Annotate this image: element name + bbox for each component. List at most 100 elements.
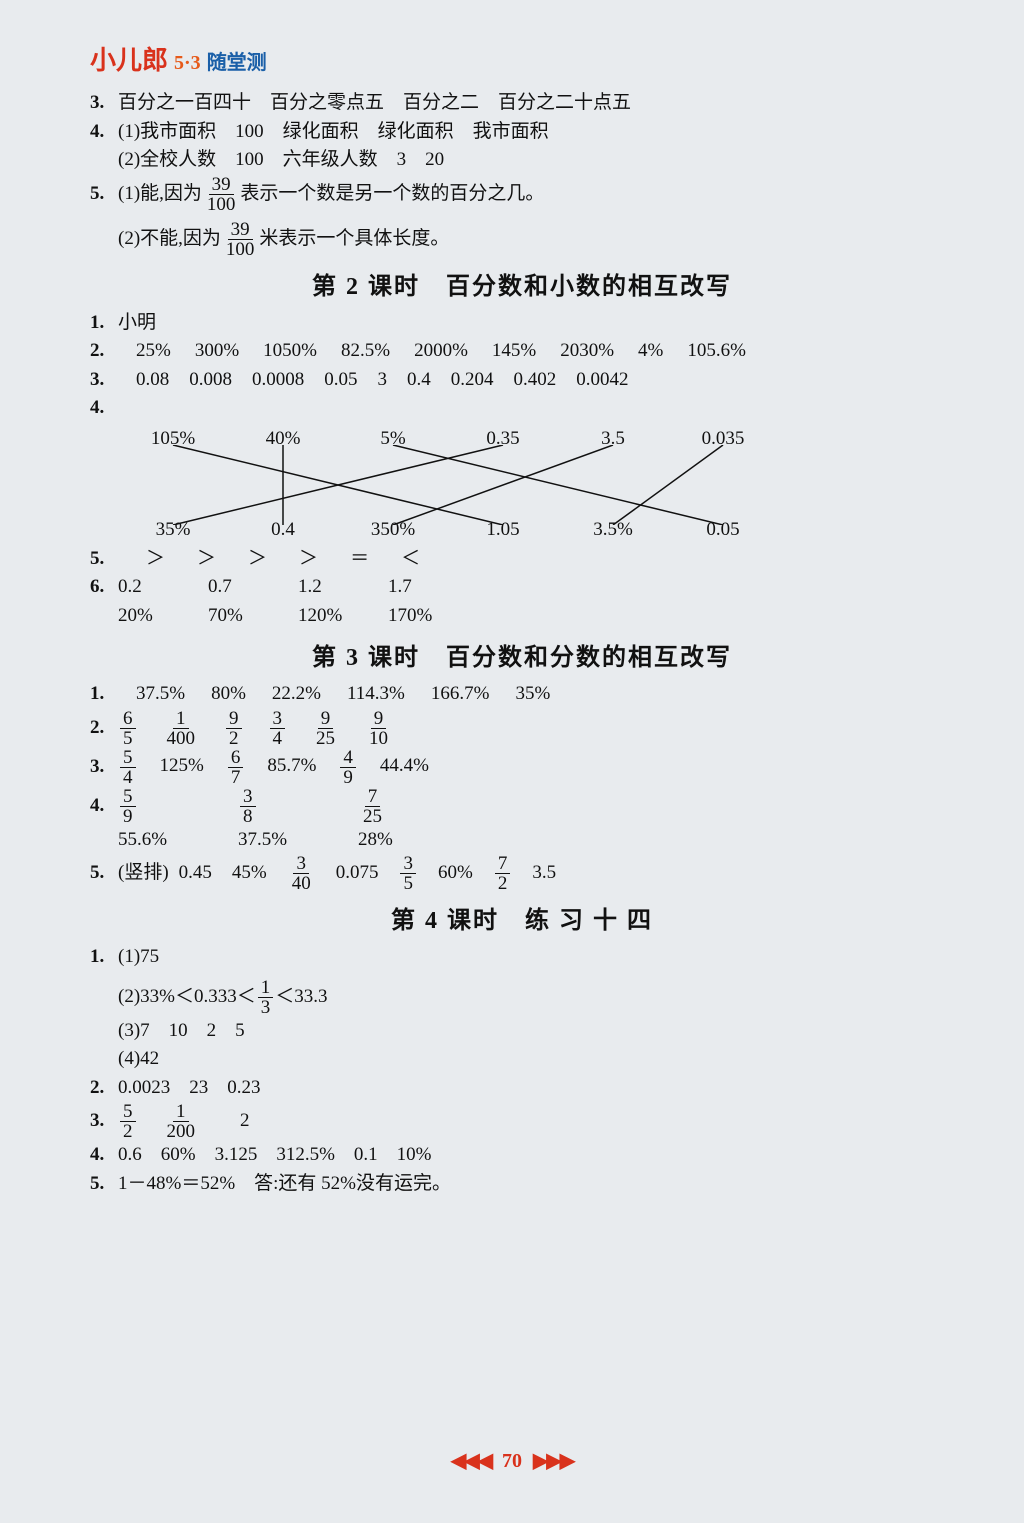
qnum: 2.: [90, 714, 118, 743]
fraction: 1400: [164, 709, 199, 748]
brand-orange: 5·3: [174, 52, 201, 75]
lesson4-title: 第 4 课时 练 习 十 四: [90, 903, 954, 939]
l2-q6-r2-list: 20%70%120%170%: [118, 602, 478, 631]
content: 3. 百分之一百四十 百分之零点五 百分之二 百分之二十点五 4. (1)我市面…: [90, 89, 954, 1198]
l3-q3: 3. 54125%6785.7%4944.4%: [90, 748, 954, 787]
l4-q3: 3. 521200 2: [90, 1102, 954, 1141]
fraction: 1200: [164, 1102, 199, 1141]
footer: ◀◀◀ 70 ▶▶▶: [0, 1448, 1024, 1473]
l2-q3-list: 0.080.0080.00080.0530.40.2040.4020.0042: [136, 366, 649, 395]
qnum: 2.: [90, 337, 118, 366]
q5-1a: (1)能,因为: [118, 180, 202, 209]
l3-q4-r2: 55.6%37.5%28%: [118, 826, 954, 855]
tri-right-icon: ▶▶▶: [533, 1450, 573, 1472]
qnum: 1.: [90, 309, 118, 338]
l2-q6-r2: 20%70%120%170%: [118, 602, 954, 631]
l3-q3-list: 54125%6785.7%4944.4%: [118, 748, 451, 787]
q4-2: (2)全校人数 100 六年级人数 3 20: [118, 146, 444, 175]
qnum: 1.: [90, 680, 118, 709]
fraction: 65: [120, 709, 136, 748]
fraction: 52: [120, 1102, 136, 1141]
qnum: 3.: [90, 89, 118, 118]
tri-left-icon: ◀◀◀: [451, 1450, 491, 1472]
l2-q1: 1. 小明: [90, 309, 954, 338]
l2-q2-list: 25%300%1050%82.5%2000%145%2030%4%105.6%: [136, 337, 770, 366]
frac-39-100: 39 100: [204, 175, 239, 214]
l4-q2: 2. 0.0023 23 0.23: [90, 1074, 954, 1103]
l2-q6-r1: 6. 0.20.71.21.7: [90, 573, 954, 602]
qnum: 5.: [90, 1170, 118, 1199]
qnum: 4.: [90, 1141, 118, 1170]
l3-q1: 1. 37.5%80%22.2%114.3%166.7%35%: [90, 680, 954, 709]
qnum: 1.: [90, 943, 118, 972]
l4-q1-2: (2)33%＜0.333＜ 1 3 ＜33.3: [118, 978, 954, 1017]
l3-q4-r1-list: 59 38 725: [118, 787, 478, 826]
qnum: 4.: [90, 792, 118, 821]
q4-row2: (2)全校人数 100 六年级人数 3 20: [118, 146, 954, 175]
l2-q4-label: 4.: [90, 394, 954, 423]
l4-q1-1: 1. (1)75: [90, 943, 954, 972]
q5-2a: (2)不能,因为: [118, 225, 221, 254]
fraction: 925: [313, 709, 338, 748]
qnum: 3.: [90, 366, 118, 395]
fraction: 49: [340, 748, 356, 787]
fraction: 340: [289, 854, 314, 893]
fraction: 910: [366, 709, 391, 748]
q5-2b: 米表示一个具体长度。: [259, 225, 449, 254]
qnum: 5.: [90, 180, 118, 209]
header-brand: 小儿郎 5·3 随堂测: [90, 40, 954, 77]
qnum: 6.: [90, 573, 118, 602]
l3-q5: 5. (竖排) 0.4545%3400.0753560%723.5: [90, 854, 954, 893]
l4-q1-4: (4)42: [118, 1045, 954, 1074]
q4-1: (1)我市面积 100 绿化面积 绿化面积 我市面积: [118, 118, 549, 147]
brand-red: 小儿郎: [90, 40, 168, 77]
l2-q5: 5. ＞＞＞＞＝＜: [90, 545, 954, 574]
page: 小儿郎 5·3 随堂测 3. 百分之一百四十 百分之零点五 百分之二 百分之二十…: [0, 0, 1024, 1523]
qnum: 2.: [90, 1074, 118, 1103]
l2-q6-r1-list: 0.20.71.21.7: [118, 573, 478, 602]
fraction: 92: [226, 709, 242, 748]
fraction: 67: [228, 748, 244, 787]
l2-q5-list: ＞＞＞＞＝＜: [146, 545, 452, 574]
qnum: 5.: [90, 859, 118, 888]
qnum: 3.: [90, 753, 118, 782]
fraction: 54: [120, 748, 136, 787]
l3-q5-list: 0.4545%3400.0753560%723.5: [179, 854, 576, 893]
lesson3-title: 第 3 课时 百分数和分数的相互改写: [90, 640, 954, 676]
match-box: 105%40%5%0.353.50.035 35%0.4350%1.053.5%…: [118, 425, 954, 545]
brand-blue: 随堂测: [207, 46, 267, 75]
lesson2-title: 第 2 课时 百分数和小数的相互改写: [90, 269, 954, 305]
frac-39-100: 39 100: [223, 220, 258, 259]
match-bot: 35%0.4350%1.053.5%0.05: [118, 516, 954, 545]
qnum: 4.: [90, 394, 118, 423]
qnum: 4.: [90, 118, 118, 147]
l3-q2: 2. 65 1400 92 34 925 910: [90, 709, 954, 748]
frac-1-3: 1 3: [258, 978, 274, 1017]
l3-q4-r1: 4. 59 38 725: [90, 787, 954, 826]
q5-1b: 表示一个数是另一个数的百分之几。: [240, 180, 544, 209]
qnum: 3.: [90, 1107, 118, 1136]
l3-q1-list: 37.5%80%22.2%114.3%166.7%35%: [136, 680, 576, 709]
q3-text: 百分之一百四十 百分之零点五 百分之二 百分之二十点五: [118, 89, 631, 118]
q5-row1: 5. (1)能,因为 39 100 表示一个数是另一个数的百分之几。: [90, 175, 954, 214]
l4-q4: 4. 0.6 60% 3.125 312.5% 0.1 10%: [90, 1141, 954, 1170]
page-number: 70: [502, 1450, 522, 1472]
l3-q4-r2-list: 55.6%37.5%28%: [118, 826, 478, 855]
fraction: 72: [495, 854, 511, 893]
fraction: 38: [240, 787, 256, 826]
q4-row1: 4. (1)我市面积 100 绿化面积 绿化面积 我市面积: [90, 118, 954, 147]
l3-q2-list: 65 1400 92 34 925 910: [118, 709, 417, 748]
l4-q5: 5. 1－48%＝52% 答:还有 52%没有运完。: [90, 1170, 954, 1199]
fraction: 725: [360, 787, 385, 826]
l4-q3-list: 52 1200: [118, 1102, 224, 1141]
qnum: 5.: [90, 545, 118, 574]
q5-row2: (2)不能,因为 39 100 米表示一个具体长度。: [118, 220, 954, 259]
l4-q1-3: (3)7 10 2 5: [118, 1017, 954, 1046]
q3-row: 3. 百分之一百四十 百分之零点五 百分之二 百分之二十点五: [90, 89, 954, 118]
l2-q2: 2. 25%300%1050%82.5%2000%145%2030%4%105.…: [90, 337, 954, 366]
l2-q3: 3. 0.080.0080.00080.0530.40.2040.4020.00…: [90, 366, 954, 395]
fraction: 59: [120, 787, 136, 826]
fraction: 35: [400, 854, 416, 893]
fraction: 34: [270, 709, 286, 748]
match-lines: [118, 445, 778, 525]
